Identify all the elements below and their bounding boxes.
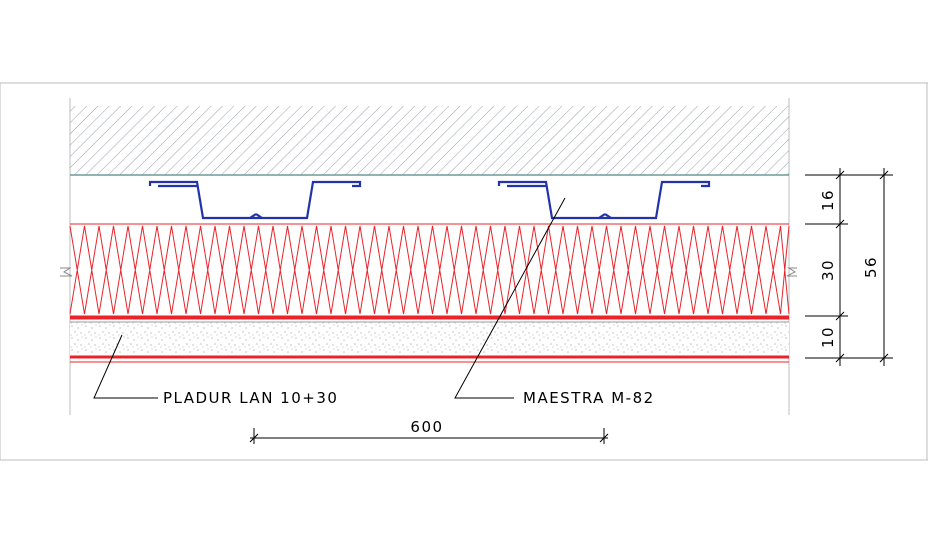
concrete-slab <box>70 106 789 175</box>
label-channel-profile: MAESTRA M-82 <box>523 389 655 407</box>
dimension-layer-bottom: 10 <box>819 326 837 348</box>
dimension-spacing <box>249 428 609 444</box>
channel-profile-right <box>497 180 711 220</box>
dimension-layer-middle: 30 <box>819 259 837 281</box>
label-insulation-board: PLADUR LAN 10+30 <box>163 389 338 407</box>
dimension-layers <box>805 168 893 366</box>
insulation-layer <box>69 223 790 320</box>
dimension-layer-top: 16 <box>819 189 837 211</box>
plasterboard-layer <box>70 321 789 363</box>
break-mark-right <box>786 267 797 277</box>
dimension-spacing-label: 600 <box>410 418 443 436</box>
channel-profile-left <box>148 180 362 220</box>
leader-channel-profile <box>454 197 566 399</box>
dimension-total: 56 <box>862 256 880 278</box>
break-mark-left <box>60 267 73 277</box>
leader-insulation-board <box>93 334 158 399</box>
